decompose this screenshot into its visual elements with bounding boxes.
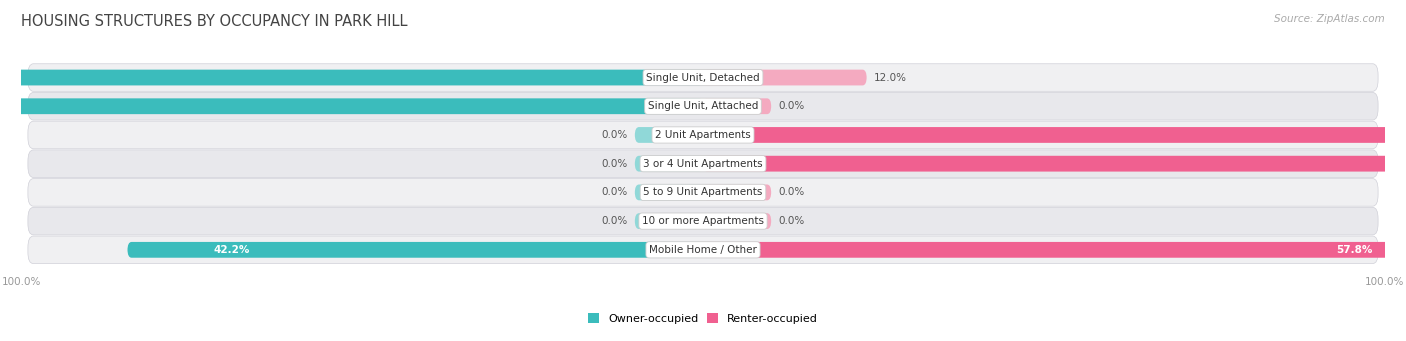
Text: 0.0%: 0.0%: [602, 216, 628, 226]
FancyBboxPatch shape: [0, 98, 703, 114]
Text: 12.0%: 12.0%: [873, 73, 907, 83]
FancyBboxPatch shape: [703, 156, 1406, 172]
Text: 0.0%: 0.0%: [778, 188, 804, 197]
FancyBboxPatch shape: [703, 213, 772, 229]
FancyBboxPatch shape: [703, 98, 772, 114]
Text: 0.0%: 0.0%: [602, 130, 628, 140]
FancyBboxPatch shape: [703, 184, 772, 200]
FancyBboxPatch shape: [28, 64, 1378, 91]
FancyBboxPatch shape: [28, 92, 1378, 120]
FancyBboxPatch shape: [703, 242, 1406, 258]
Text: Single Unit, Detached: Single Unit, Detached: [647, 73, 759, 83]
Text: 0.0%: 0.0%: [778, 101, 804, 111]
FancyBboxPatch shape: [28, 121, 1378, 149]
FancyBboxPatch shape: [636, 156, 703, 172]
Text: 0.0%: 0.0%: [602, 159, 628, 169]
Text: Mobile Home / Other: Mobile Home / Other: [650, 245, 756, 255]
Text: 0.0%: 0.0%: [778, 216, 804, 226]
FancyBboxPatch shape: [28, 236, 1378, 264]
FancyBboxPatch shape: [636, 184, 703, 200]
Text: 0.0%: 0.0%: [602, 188, 628, 197]
FancyBboxPatch shape: [703, 127, 1406, 143]
Text: 3 or 4 Unit Apartments: 3 or 4 Unit Apartments: [643, 159, 763, 169]
Legend: Owner-occupied, Renter-occupied: Owner-occupied, Renter-occupied: [583, 309, 823, 328]
FancyBboxPatch shape: [0, 70, 703, 86]
Text: 57.8%: 57.8%: [1337, 245, 1374, 255]
FancyBboxPatch shape: [28, 179, 1378, 206]
Text: Source: ZipAtlas.com: Source: ZipAtlas.com: [1274, 14, 1385, 24]
Text: 42.2%: 42.2%: [214, 245, 250, 255]
FancyBboxPatch shape: [28, 150, 1378, 177]
Text: Single Unit, Attached: Single Unit, Attached: [648, 101, 758, 111]
Text: 10 or more Apartments: 10 or more Apartments: [643, 216, 763, 226]
Text: HOUSING STRUCTURES BY OCCUPANCY IN PARK HILL: HOUSING STRUCTURES BY OCCUPANCY IN PARK …: [21, 14, 408, 29]
FancyBboxPatch shape: [128, 242, 703, 258]
FancyBboxPatch shape: [636, 213, 703, 229]
FancyBboxPatch shape: [636, 127, 703, 143]
FancyBboxPatch shape: [28, 207, 1378, 235]
FancyBboxPatch shape: [703, 70, 866, 86]
Text: 2 Unit Apartments: 2 Unit Apartments: [655, 130, 751, 140]
Text: 5 to 9 Unit Apartments: 5 to 9 Unit Apartments: [644, 188, 762, 197]
